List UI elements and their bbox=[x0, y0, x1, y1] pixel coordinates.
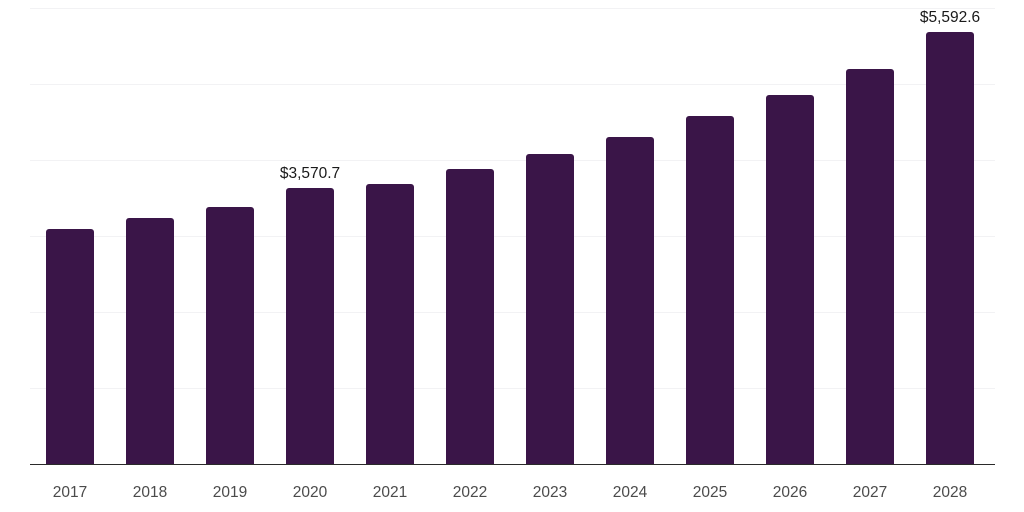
x-axis-tick-label: 2022 bbox=[452, 484, 488, 501]
bar[interactable] bbox=[846, 69, 894, 464]
x-axis-tick-label: 2021 bbox=[372, 484, 408, 501]
x-axis-tick-label: 2018 bbox=[132, 484, 168, 501]
bar[interactable] bbox=[286, 188, 334, 464]
bar[interactable] bbox=[606, 136, 654, 464]
bar[interactable] bbox=[366, 183, 414, 464]
bar[interactable] bbox=[206, 207, 254, 464]
bar[interactable] bbox=[46, 229, 94, 464]
bar[interactable] bbox=[526, 154, 574, 464]
x-axis-tick-label: 2027 bbox=[852, 484, 888, 501]
x-axis-tick-label: 2023 bbox=[532, 484, 568, 501]
bar[interactable] bbox=[926, 31, 974, 464]
x-axis-tick-label: 2017 bbox=[52, 484, 88, 501]
x-axis-tick-label: 2024 bbox=[612, 484, 648, 501]
x-axis-tick-label: 2020 bbox=[292, 484, 328, 501]
bar[interactable] bbox=[766, 95, 814, 464]
bar-value-label: $5,592.6 bbox=[919, 8, 981, 26]
x-axis-tick-label: 2025 bbox=[692, 484, 728, 501]
bar[interactable] bbox=[446, 169, 494, 464]
x-axis-tick-label: 2026 bbox=[772, 484, 808, 501]
bar-value-label: $3,570.7 bbox=[279, 165, 341, 183]
bar[interactable] bbox=[126, 218, 174, 464]
x-axis-tick-label: 2019 bbox=[212, 484, 248, 501]
bar[interactable] bbox=[686, 116, 734, 464]
x-axis-tick-label: 2028 bbox=[932, 484, 968, 501]
